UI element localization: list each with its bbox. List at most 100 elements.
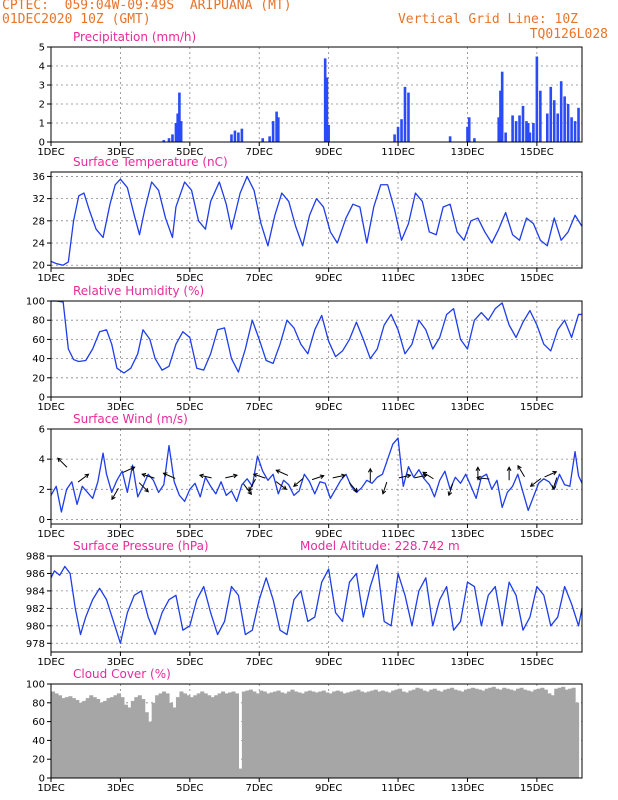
- wind-arrow: [122, 466, 136, 473]
- wind-title: Surface Wind (m/s): [73, 412, 188, 426]
- cloud-bar: [380, 690, 385, 778]
- precip-title: Precipitation (mm/h): [73, 30, 196, 44]
- cloud-bar: [200, 691, 205, 778]
- cloud-bar: [422, 690, 427, 778]
- x-tick-label: 13DEC: [451, 529, 485, 540]
- x-tick-label: 13DEC: [451, 783, 485, 794]
- precip-bar: [511, 115, 514, 142]
- x-tick-label: 15DEC: [520, 783, 554, 794]
- cloud-bar: [300, 693, 305, 778]
- wind-arrow: [275, 469, 289, 476]
- precip-bar: [526, 123, 530, 142]
- cloud-bar: [276, 690, 281, 778]
- wind-arrow: [447, 483, 454, 497]
- cloud-bar: [536, 688, 541, 778]
- cloud-bar: [464, 689, 469, 778]
- wind-arrow: [544, 470, 558, 478]
- x-tick-label: 11DEC: [381, 147, 415, 158]
- precip-bar: [528, 132, 532, 142]
- precip-bar: [230, 134, 233, 142]
- y-tick-label: 4: [39, 455, 45, 466]
- cloud-bar: [498, 689, 503, 778]
- cloud-title: Cloud Cover (%): [73, 667, 171, 681]
- cloud-bar: [311, 691, 316, 778]
- cloud-bar: [512, 690, 517, 778]
- cloud-bar: [224, 693, 229, 778]
- wind-arrow: [198, 473, 212, 479]
- wind-series-line: [50, 437, 583, 513]
- precip-bar: [577, 107, 580, 142]
- cloud-bar: [273, 691, 278, 778]
- x-tick-label: 13DEC: [451, 273, 485, 284]
- wind-arrow: [248, 478, 256, 492]
- cloud-bar: [547, 693, 552, 778]
- x-tick-label: 15DEC: [520, 657, 554, 668]
- pres-title: Surface Pressure (hPa): [73, 539, 209, 553]
- x-tick-label: 1DEC: [37, 273, 64, 284]
- precip-bar: [171, 134, 174, 142]
- x-tick-label: 15DEC: [520, 529, 554, 540]
- cloud-bar: [78, 702, 83, 778]
- cloud-bar: [92, 697, 97, 778]
- cloud-bar: [429, 689, 434, 778]
- wind-panel: 0 2 4 6 1DEC 3DEC 5DEC 7DEC 9DEC 11DEC 13DEC 15DEC S…: [37, 412, 583, 540]
- cloud-bar: [415, 687, 420, 778]
- cloud-bar: [477, 689, 482, 778]
- cloud-bar: [262, 691, 267, 778]
- y-tick-label: 988: [26, 552, 45, 563]
- x-tick-label: 7DEC: [246, 147, 273, 158]
- wind-arrow: [311, 474, 325, 481]
- y-tick-label: 6: [39, 425, 45, 436]
- cloud-bar: [516, 688, 521, 778]
- cloud-bar: [217, 693, 222, 778]
- precip-bar: [233, 130, 237, 142]
- cloud-bar: [339, 691, 344, 778]
- precip-bar: [162, 140, 166, 142]
- wind-arrow: [141, 472, 155, 479]
- y-tick-label: 0: [39, 774, 45, 785]
- precip-bar: [556, 113, 560, 142]
- cloud-bar: [436, 690, 441, 778]
- y-tick-label: 24: [32, 239, 45, 250]
- cloud-bar: [363, 692, 368, 778]
- y-tick-label: 60: [32, 335, 45, 346]
- cloud-bar: [248, 689, 253, 778]
- cloud-bar: [120, 697, 125, 778]
- cloud-bar: [134, 697, 139, 778]
- x-tick-label: 3DEC: [107, 402, 134, 413]
- y-tick-label: 3: [39, 81, 45, 92]
- cloud-bar: [64, 697, 69, 778]
- cloud-bar: [280, 692, 285, 778]
- temp-title: Surface Temperature (nC): [73, 155, 228, 169]
- wind-arrow: [422, 471, 434, 480]
- precip-bar: [563, 96, 566, 142]
- y-tick-label: 100: [26, 680, 45, 691]
- cloud-bar: [238, 768, 243, 778]
- y-tick-label: 978: [26, 639, 45, 650]
- precip-bar: [393, 134, 396, 142]
- cloud-bar: [509, 689, 514, 778]
- cloud-bar: [533, 689, 538, 778]
- cloud-bar: [228, 692, 233, 778]
- cloud-bar: [141, 699, 146, 778]
- precip-bar: [539, 90, 542, 142]
- precip-bar: [500, 71, 504, 142]
- y-tick-label: 36: [32, 172, 45, 183]
- cloud-bar: [321, 690, 326, 778]
- y-tick-label: 2: [39, 100, 45, 111]
- x-tick-label: 11DEC: [381, 657, 415, 668]
- x-tick-label: 9DEC: [315, 529, 342, 540]
- cloud-bar: [287, 691, 292, 778]
- rh-series-line: [51, 300, 582, 374]
- x-tick-label: 1DEC: [37, 147, 64, 158]
- cloud-bar: [196, 693, 201, 778]
- precip-bar: [167, 138, 171, 142]
- temp-panel: 20 24 28 32 36 1DEC 3DEC 5DEC 7DEC 9DEC 11DEC 13DEC…: [32, 155, 583, 284]
- rh-title: Relative Humidity (%): [73, 284, 204, 298]
- precip-bar: [518, 115, 521, 142]
- wind-arrow: [138, 482, 149, 493]
- precip-bar: [448, 136, 452, 142]
- precip-bar: [403, 86, 407, 142]
- cloud-bar: [439, 691, 444, 778]
- rh-panel: 0 20 40 60 80 100 1DEC 3DEC 5DEC 7DEC 9DEC 11DEC 13D…: [26, 284, 583, 413]
